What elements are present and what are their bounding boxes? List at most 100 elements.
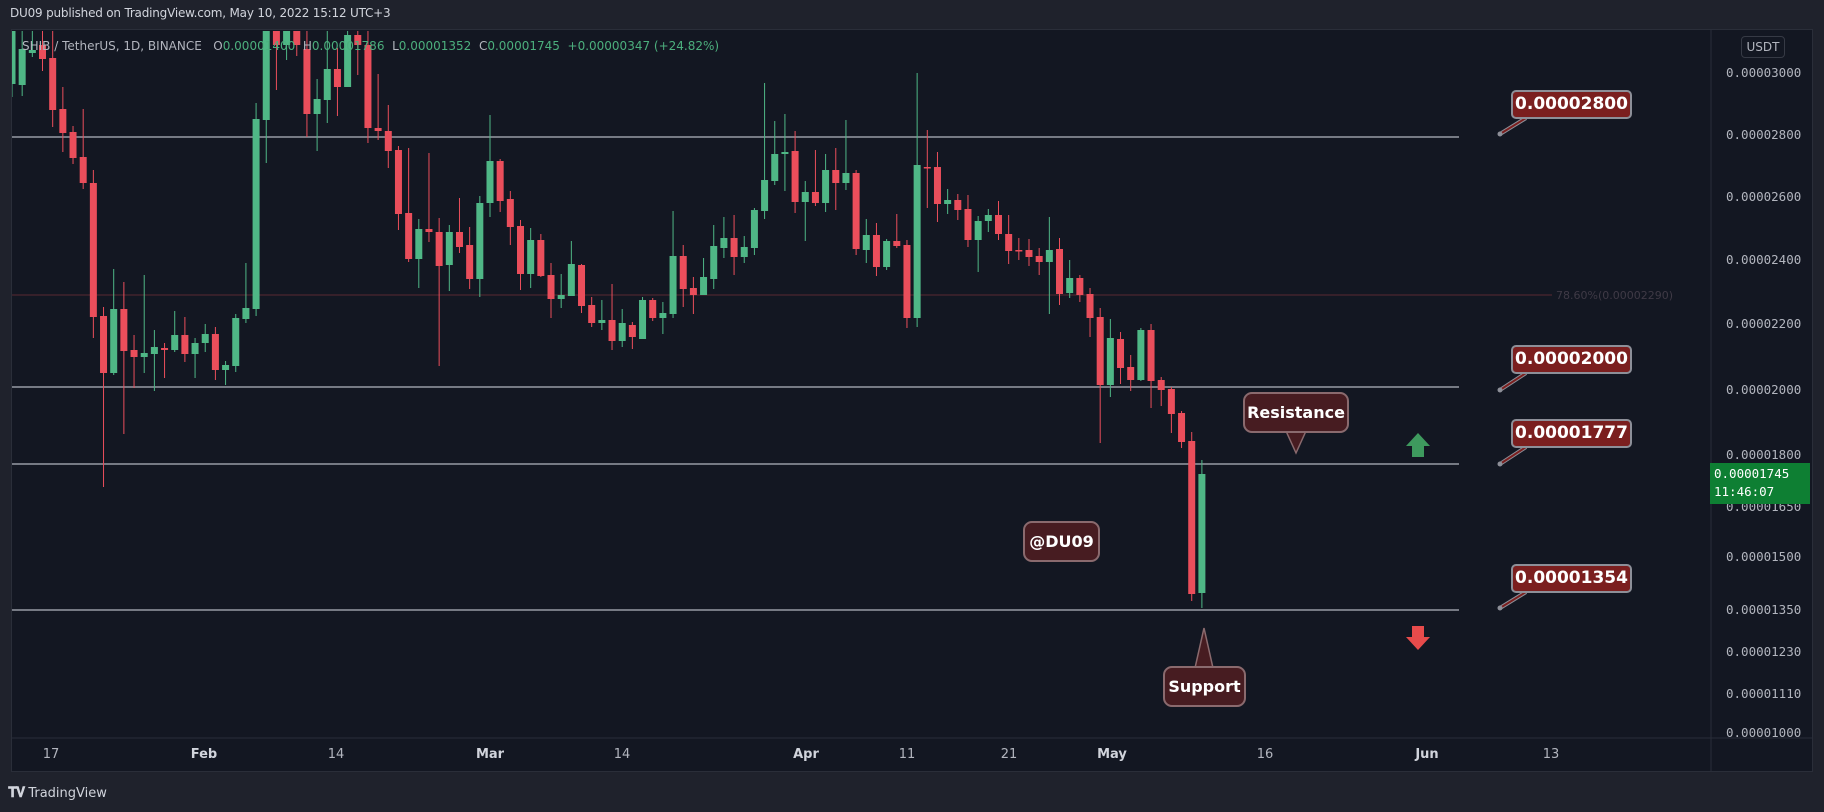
candle xyxy=(750,210,758,248)
candle xyxy=(283,31,291,45)
candle xyxy=(872,235,880,267)
candle xyxy=(1015,250,1023,252)
up-arrow-icon xyxy=(1406,433,1430,457)
candle xyxy=(588,305,596,323)
chart-pane[interactable] xyxy=(11,29,1813,772)
candle xyxy=(1188,441,1196,594)
candle xyxy=(140,353,148,357)
candle xyxy=(628,325,636,337)
price-tick-label: 0.00002200 xyxy=(1726,316,1802,331)
candle xyxy=(496,161,504,201)
candle xyxy=(700,277,708,295)
candle xyxy=(567,264,575,296)
candle xyxy=(1178,413,1186,442)
symbol-legend: SHIB / TetherUS, 1D, BINANCE O0.00001400… xyxy=(22,39,719,53)
currency-button[interactable]: USDT xyxy=(1741,36,1785,58)
open-value: 0.00001400 xyxy=(222,39,296,53)
candle xyxy=(100,316,108,373)
candle xyxy=(1106,338,1114,385)
candle xyxy=(811,192,819,203)
candle xyxy=(659,313,667,318)
price-tick-label: 0.00003000 xyxy=(1726,65,1802,80)
time-tick-label: 16 xyxy=(1256,747,1274,762)
open-label: O xyxy=(213,39,223,53)
candle xyxy=(130,350,138,357)
candle xyxy=(161,348,169,350)
candle xyxy=(1005,234,1013,251)
candle xyxy=(720,238,728,248)
candle xyxy=(232,318,240,366)
candle xyxy=(466,245,474,279)
high-label: H xyxy=(302,39,312,53)
price-tick-label: 0.00001500 xyxy=(1726,549,1802,564)
candle xyxy=(537,240,545,276)
candle xyxy=(1198,474,1206,593)
candle xyxy=(1096,317,1104,385)
price-level-callout[interactable]: 0.00002800 xyxy=(1511,90,1632,119)
candle xyxy=(933,167,941,204)
candle xyxy=(994,215,1002,234)
candle xyxy=(1056,249,1064,294)
candle xyxy=(486,161,494,203)
brand-name: TradingView xyxy=(28,786,107,801)
candle xyxy=(964,209,972,240)
callout-anchor-dot xyxy=(1497,131,1503,137)
price-tick-label: 0.00002800 xyxy=(1726,127,1802,142)
candle xyxy=(262,31,270,120)
candle xyxy=(191,343,199,354)
candle xyxy=(1127,367,1135,380)
time-tick-label: Feb xyxy=(190,747,218,762)
callout-pointer-fill xyxy=(1499,591,1527,609)
high-value: 0.00001786 xyxy=(311,39,385,53)
fib-level-label: 78.60%(0.00002290) xyxy=(1556,289,1673,302)
time-tick-label: Mar xyxy=(475,747,505,762)
candle xyxy=(547,275,555,299)
symbol-name[interactable]: SHIB / TetherUS, 1D, BINANCE xyxy=(22,39,202,53)
candle xyxy=(852,173,860,249)
candle xyxy=(313,99,321,114)
price-level-callout[interactable]: 0.00001354 xyxy=(1511,564,1632,593)
candle xyxy=(1157,380,1165,390)
candle xyxy=(323,69,331,100)
candle xyxy=(557,295,565,299)
candle xyxy=(1137,330,1145,380)
candle xyxy=(1025,250,1033,257)
candle xyxy=(1117,339,1125,368)
candle xyxy=(842,173,850,183)
callout-pointer-fill xyxy=(1499,372,1527,391)
candle xyxy=(211,334,219,370)
candle xyxy=(1147,330,1155,381)
price-level-callout[interactable]: 0.00001777 xyxy=(1511,419,1632,448)
candle xyxy=(649,300,657,318)
time-tick-label: Apr xyxy=(793,747,819,762)
candle xyxy=(679,256,687,289)
candle xyxy=(120,309,128,351)
candle xyxy=(893,241,901,246)
candle xyxy=(435,232,443,266)
candle xyxy=(201,334,209,343)
candle xyxy=(954,200,962,210)
candles xyxy=(12,31,1206,608)
candle xyxy=(527,240,535,274)
candle xyxy=(12,31,16,84)
candle xyxy=(354,35,362,45)
candle xyxy=(39,45,47,59)
support-note[interactable]: Support xyxy=(1163,666,1246,707)
resistance-note[interactable]: Resistance xyxy=(1243,392,1349,433)
candle xyxy=(801,192,809,202)
candle xyxy=(669,256,677,314)
tradingview-logo-icon: 𝐓𝐕 xyxy=(8,785,25,801)
resistance-tail xyxy=(1284,430,1308,455)
low-label: L xyxy=(392,39,399,53)
low-value: 0.00001352 xyxy=(398,39,472,53)
candle xyxy=(862,235,870,250)
author-note[interactable]: @DU09 xyxy=(1023,521,1100,562)
candle xyxy=(944,200,952,204)
time-tick-label: Jun xyxy=(1415,747,1439,762)
candle xyxy=(476,203,484,279)
candle xyxy=(1076,278,1084,295)
time-tick-label: May xyxy=(1097,747,1127,762)
price-level-callout[interactable]: 0.00002000 xyxy=(1511,345,1632,374)
candle xyxy=(171,335,179,350)
